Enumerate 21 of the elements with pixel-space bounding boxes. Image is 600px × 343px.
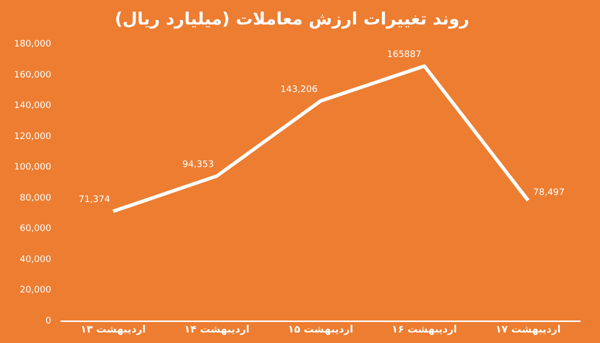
y-tick-label: 100,000 <box>14 162 52 173</box>
x-tick-label: ۱۴ اردیبهشت <box>184 324 250 336</box>
x-tick-label: ۱۵ اردیبهشت <box>288 324 354 336</box>
data-label: 71,374 <box>78 195 110 206</box>
chart-title: روند تغییرات ارزش معاملات (میلیارد ریال) <box>114 10 470 30</box>
x-tick-label: ۱۶ اردیبهشت <box>392 324 457 336</box>
y-tick-label: 140,000 <box>14 101 52 112</box>
x-tick-label: ۱۳ اردیبهشت <box>80 324 146 336</box>
data-label: 165887 <box>387 50 422 60</box>
data-label: 94,353 <box>182 160 214 170</box>
y-tick-label: 80,000 <box>20 193 52 204</box>
y-tick-label: 180,000 <box>14 40 52 50</box>
y-tick-label: 0 <box>45 316 52 326</box>
y-tick-label: 60,000 <box>20 224 52 234</box>
data-label: 143,206 <box>280 84 318 95</box>
data-label: 78,497 <box>533 188 565 198</box>
y-tick-label: 160,000 <box>14 70 52 80</box>
y-tick-label: 40,000 <box>20 254 52 265</box>
y-tick-label: 20,000 <box>20 286 52 296</box>
y-tick-label: 120,000 <box>14 132 52 142</box>
x-tick-label: ۱۷ اردیبهشت <box>496 324 561 336</box>
